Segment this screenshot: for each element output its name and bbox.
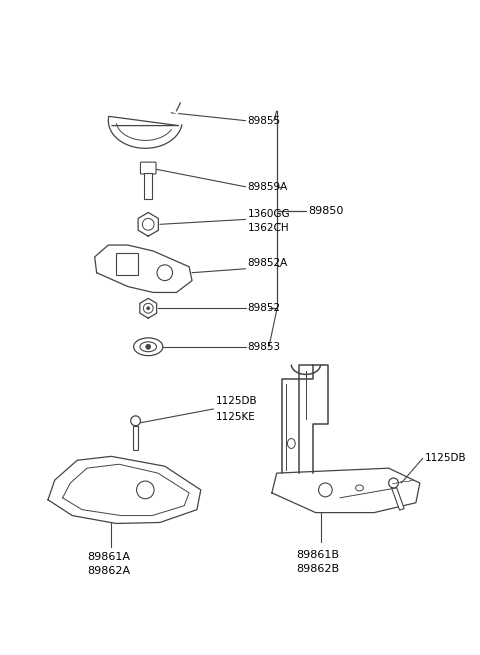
Ellipse shape xyxy=(288,439,295,449)
Circle shape xyxy=(143,218,154,231)
Polygon shape xyxy=(95,245,192,292)
Bar xyxy=(144,173,152,198)
Ellipse shape xyxy=(356,485,363,491)
Circle shape xyxy=(319,483,332,497)
Circle shape xyxy=(389,478,398,488)
Text: 89862A: 89862A xyxy=(87,566,130,576)
Polygon shape xyxy=(48,457,201,523)
Text: 1360GG: 1360GG xyxy=(248,210,290,219)
Circle shape xyxy=(131,416,141,426)
Polygon shape xyxy=(272,468,420,513)
Bar xyxy=(392,486,404,510)
Text: 89852A: 89852A xyxy=(248,258,288,268)
Text: 89859A: 89859A xyxy=(248,182,288,192)
Text: 1362CH: 1362CH xyxy=(248,223,289,233)
Polygon shape xyxy=(108,117,182,148)
Polygon shape xyxy=(138,212,158,236)
Text: 89861A: 89861A xyxy=(87,552,130,562)
Text: 1125KE: 1125KE xyxy=(216,412,255,422)
Text: 1125DB: 1125DB xyxy=(425,453,466,463)
Ellipse shape xyxy=(140,342,156,352)
FancyBboxPatch shape xyxy=(141,162,156,174)
Circle shape xyxy=(147,307,150,310)
Circle shape xyxy=(146,345,151,349)
Text: 89855: 89855 xyxy=(248,116,281,126)
Circle shape xyxy=(136,481,154,499)
Text: 89853: 89853 xyxy=(248,342,281,352)
Bar xyxy=(132,426,139,451)
Ellipse shape xyxy=(157,265,173,280)
Text: 1125DB: 1125DB xyxy=(216,396,257,406)
Ellipse shape xyxy=(133,338,163,356)
Text: 89862B: 89862B xyxy=(296,564,339,574)
Polygon shape xyxy=(140,299,156,318)
Text: 89850: 89850 xyxy=(308,206,343,215)
Text: 89861B: 89861B xyxy=(296,550,339,560)
Text: 89852: 89852 xyxy=(248,303,281,313)
Bar xyxy=(116,253,138,274)
Circle shape xyxy=(144,303,153,313)
